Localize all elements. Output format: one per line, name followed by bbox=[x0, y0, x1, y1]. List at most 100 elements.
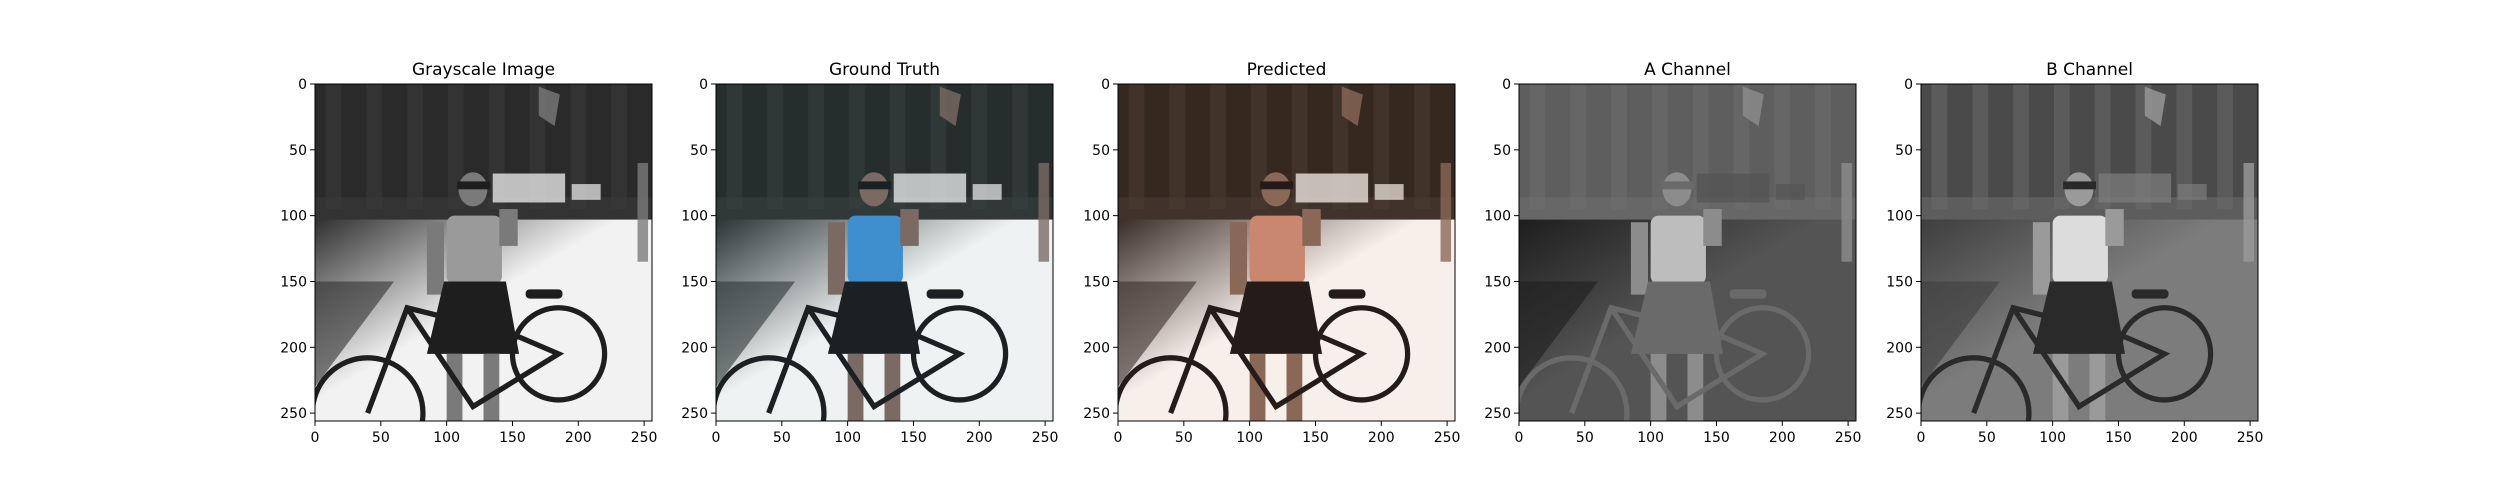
bike-saddle bbox=[926, 289, 964, 299]
sunglasses bbox=[1661, 181, 1695, 190]
lamp-post bbox=[1440, 162, 1452, 262]
y-tick-label: 100 bbox=[1886, 209, 1913, 225]
y-tick-label: 50 bbox=[1895, 143, 1913, 159]
x-tick-label: 100 bbox=[433, 430, 460, 446]
building-column bbox=[325, 84, 342, 210]
bike-wheel-rear bbox=[1713, 305, 1812, 403]
bike-frame bbox=[1569, 304, 1769, 415]
truck bbox=[2098, 173, 2172, 203]
x-tick-label: 150 bbox=[1302, 430, 1329, 446]
leg-right bbox=[1286, 353, 1303, 421]
flag bbox=[1341, 86, 1363, 127]
bike-wheel-front bbox=[1921, 355, 2032, 421]
building-column bbox=[1128, 84, 1145, 210]
skirt bbox=[1630, 281, 1724, 354]
bike-saddle bbox=[2131, 289, 2169, 299]
y-tick-label: 250 bbox=[681, 406, 708, 422]
building-column bbox=[808, 84, 824, 210]
flag bbox=[2144, 86, 2166, 127]
building-column bbox=[366, 84, 383, 210]
lamp-post bbox=[637, 162, 649, 262]
y-tick-label: 50 bbox=[1092, 143, 1110, 159]
building-column bbox=[1931, 84, 1948, 210]
arm-left bbox=[1229, 222, 1248, 295]
bike-wheel-front bbox=[716, 355, 827, 421]
x-tick-label: 50 bbox=[1175, 430, 1193, 446]
arm-right bbox=[900, 209, 919, 246]
x-tick-label: 250 bbox=[1032, 430, 1059, 446]
shirt bbox=[446, 215, 502, 285]
building-column bbox=[611, 84, 627, 210]
building-column bbox=[570, 84, 587, 210]
truck bbox=[1295, 173, 1369, 203]
bike-saddle bbox=[525, 289, 563, 299]
y-tick-label: 100 bbox=[681, 209, 708, 225]
y-tick-label: 150 bbox=[280, 274, 307, 290]
x-tick-label: 0 bbox=[1917, 430, 1926, 446]
flag bbox=[939, 86, 961, 127]
arm-left bbox=[2032, 222, 2051, 295]
shadow bbox=[1921, 281, 2000, 387]
y-tick-label: 100 bbox=[280, 209, 307, 225]
building-column bbox=[1611, 84, 1627, 210]
bike-saddle bbox=[1729, 289, 1767, 299]
image-4 bbox=[1519, 84, 1856, 421]
sunglasses bbox=[457, 181, 491, 190]
axes-frame bbox=[1920, 83, 2259, 422]
leg-right bbox=[2089, 353, 2106, 421]
building-column bbox=[1570, 84, 1587, 210]
panel-title: B Channel bbox=[2046, 60, 2133, 80]
x-tick-label: 100 bbox=[1637, 430, 1664, 446]
y-tick-label: 50 bbox=[289, 143, 307, 159]
x-tick-label: 50 bbox=[1978, 430, 1996, 446]
building-column bbox=[2217, 84, 2233, 210]
x-tick-label: 0 bbox=[712, 430, 721, 446]
image-2 bbox=[716, 84, 1053, 421]
leg-right bbox=[483, 353, 500, 421]
sunglasses bbox=[1260, 181, 1294, 190]
y-tick-label: 0 bbox=[1101, 77, 1110, 93]
y-tick-label: 250 bbox=[280, 406, 307, 422]
y-tick-label: 150 bbox=[681, 274, 708, 290]
arm-right bbox=[1302, 209, 1321, 246]
building-column bbox=[407, 84, 423, 210]
shadow bbox=[716, 281, 795, 387]
lamp-post bbox=[1038, 162, 1050, 262]
panel-title: Grayscale Image bbox=[412, 60, 555, 80]
shirt bbox=[1650, 215, 1706, 285]
arm-right bbox=[499, 209, 518, 246]
car bbox=[1374, 184, 1404, 200]
y-tick-label: 150 bbox=[1886, 274, 1913, 290]
skirt bbox=[1229, 281, 1323, 354]
truck bbox=[492, 173, 566, 203]
bike-saddle bbox=[1328, 289, 1366, 299]
x-tick-label: 250 bbox=[631, 430, 658, 446]
leg-right bbox=[1687, 353, 1704, 421]
bike-frame bbox=[1971, 304, 2171, 415]
bike-wheel-front bbox=[1118, 355, 1229, 421]
building-column bbox=[1210, 84, 1226, 210]
flag bbox=[538, 86, 560, 127]
y-tick-label: 100 bbox=[1484, 209, 1511, 225]
panel-title: Predicted bbox=[1247, 60, 1327, 80]
sunglasses bbox=[858, 181, 892, 190]
shadow bbox=[1519, 281, 1598, 387]
bike-wheel-front bbox=[1519, 355, 1630, 421]
building-column bbox=[1972, 84, 1989, 210]
x-tick-label: 0 bbox=[1515, 430, 1524, 446]
lamp-post bbox=[1841, 162, 1853, 262]
y-tick-label: 150 bbox=[1083, 274, 1110, 290]
shirt bbox=[847, 215, 903, 285]
shirt bbox=[2052, 215, 2108, 285]
building-column bbox=[1250, 84, 1267, 210]
building-column bbox=[1815, 84, 1831, 210]
panel-title: Ground Truth bbox=[829, 60, 940, 80]
leg-right bbox=[884, 353, 901, 421]
axes-frame bbox=[1518, 83, 1857, 422]
shadow bbox=[1118, 281, 1197, 387]
y-tick-label: 150 bbox=[1484, 274, 1511, 290]
x-tick-label: 200 bbox=[1769, 430, 1796, 446]
